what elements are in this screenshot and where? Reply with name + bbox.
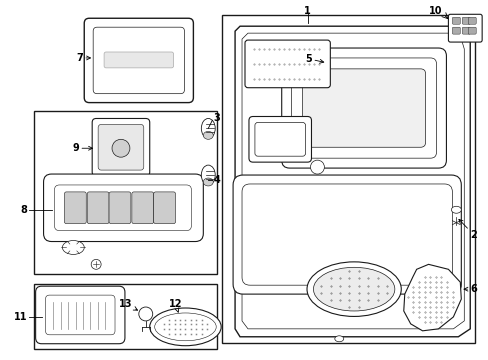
FancyBboxPatch shape — [92, 118, 149, 176]
FancyBboxPatch shape — [64, 192, 86, 224]
Ellipse shape — [334, 336, 343, 342]
Text: 7: 7 — [76, 53, 90, 63]
FancyBboxPatch shape — [153, 192, 175, 224]
Ellipse shape — [450, 206, 460, 213]
Ellipse shape — [62, 240, 84, 255]
Ellipse shape — [154, 313, 216, 341]
FancyBboxPatch shape — [87, 192, 109, 224]
FancyBboxPatch shape — [45, 295, 115, 335]
FancyBboxPatch shape — [281, 48, 446, 168]
Ellipse shape — [201, 165, 215, 185]
Circle shape — [91, 260, 101, 269]
FancyBboxPatch shape — [109, 192, 131, 224]
Text: 8: 8 — [21, 205, 28, 215]
Text: 1: 1 — [304, 6, 310, 16]
Text: 12: 12 — [168, 299, 182, 312]
Circle shape — [112, 139, 130, 157]
Ellipse shape — [201, 118, 215, 138]
Circle shape — [139, 307, 152, 321]
FancyBboxPatch shape — [93, 27, 184, 94]
FancyBboxPatch shape — [461, 27, 469, 34]
FancyBboxPatch shape — [233, 175, 460, 294]
Ellipse shape — [149, 308, 221, 346]
FancyBboxPatch shape — [468, 17, 475, 24]
FancyBboxPatch shape — [468, 27, 475, 34]
FancyBboxPatch shape — [291, 58, 436, 158]
Text: 13: 13 — [119, 299, 137, 310]
Ellipse shape — [203, 178, 213, 186]
Ellipse shape — [203, 131, 213, 139]
FancyBboxPatch shape — [98, 125, 143, 170]
FancyBboxPatch shape — [104, 52, 173, 68]
FancyBboxPatch shape — [36, 286, 124, 344]
Text: 2: 2 — [458, 219, 476, 239]
FancyBboxPatch shape — [54, 185, 191, 231]
FancyBboxPatch shape — [254, 122, 305, 156]
Bar — [34, 284, 217, 349]
FancyBboxPatch shape — [447, 14, 481, 42]
FancyBboxPatch shape — [132, 192, 153, 224]
Bar — [34, 111, 217, 274]
FancyBboxPatch shape — [248, 117, 311, 162]
FancyBboxPatch shape — [43, 174, 203, 242]
FancyBboxPatch shape — [84, 18, 193, 103]
Text: 10: 10 — [428, 6, 442, 16]
FancyBboxPatch shape — [244, 40, 330, 88]
Ellipse shape — [306, 262, 401, 316]
FancyBboxPatch shape — [451, 27, 459, 34]
Text: 4: 4 — [213, 175, 220, 185]
Bar — [222, 15, 474, 343]
Text: 11: 11 — [14, 312, 28, 322]
FancyBboxPatch shape — [451, 17, 459, 24]
Text: 5: 5 — [305, 54, 323, 64]
Text: 9: 9 — [72, 143, 92, 153]
FancyBboxPatch shape — [242, 184, 451, 285]
FancyBboxPatch shape — [461, 17, 469, 24]
Text: 6: 6 — [463, 284, 476, 294]
FancyBboxPatch shape — [302, 69, 425, 147]
Polygon shape — [403, 264, 460, 331]
Circle shape — [310, 160, 324, 174]
Text: 3: 3 — [213, 113, 220, 123]
Ellipse shape — [313, 267, 394, 311]
